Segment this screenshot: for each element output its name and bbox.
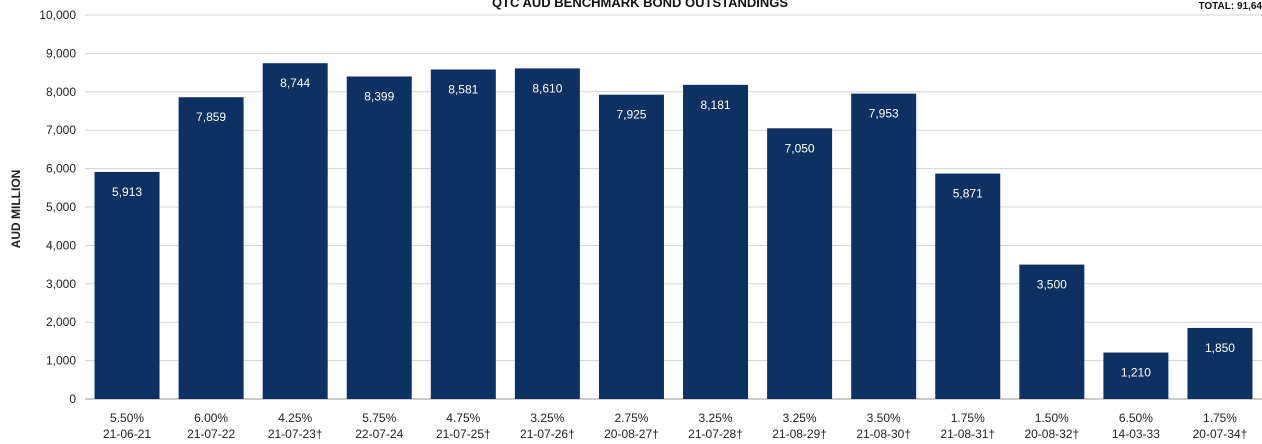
bar-value-label: 1,850 — [1205, 341, 1235, 355]
x-tick-coupon: 1.75% — [951, 411, 985, 425]
x-tick-coupon: 3.25% — [530, 411, 564, 425]
y-tick-label: 0 — [69, 392, 76, 406]
x-tick-maturity: 21-07-25† — [436, 427, 491, 441]
bar-value-label: 7,925 — [616, 108, 646, 122]
x-tick-coupon: 3.25% — [783, 411, 817, 425]
x-tick-maturity: 20-08-32† — [1024, 427, 1079, 441]
bar-value-label: 3,500 — [1037, 278, 1067, 292]
y-axis-ticks: 0 1,000 2,000 3,000 4,000 5,000 6,000 7,000 8,00… — [39, 8, 76, 406]
x-tick-coupon: 3.25% — [699, 411, 733, 425]
bar — [430, 69, 496, 400]
x-tick-maturity: 14-03-33 — [1112, 427, 1160, 441]
bar-value-label: 7,050 — [785, 141, 815, 155]
x-tick-coupon: 5.75% — [362, 411, 396, 425]
y-tick-label: 6,000 — [46, 162, 76, 176]
y-tick-label: 2,000 — [46, 315, 76, 329]
y-tick-label: 8,000 — [46, 85, 76, 99]
x-tick-coupon: 2.75% — [614, 411, 648, 425]
x-axis-ticks: 5.50% 21-06-21 6.00% 21-07-22 4.25% 21-07-23†… — [103, 411, 1247, 441]
bar-value-label: 5,913 — [112, 185, 142, 199]
bar-value-label: 7,953 — [869, 107, 899, 121]
bar-value-label: 8,744 — [280, 76, 310, 90]
bar-value-label: 8,610 — [532, 81, 562, 95]
x-tick-maturity: 21-08-30† — [856, 427, 911, 441]
y-tick-label: 5,000 — [46, 200, 76, 214]
x-tick-maturity: 22-07-24 — [355, 427, 403, 441]
x-tick-coupon: 4.75% — [446, 411, 480, 425]
x-tick-maturity: 21-07-26† — [520, 427, 575, 441]
bar-value-label: 8,181 — [701, 98, 731, 112]
x-tick-coupon: 1.75% — [1203, 411, 1237, 425]
bar — [1187, 327, 1253, 399]
bar-value-label: 1,210 — [1121, 366, 1151, 380]
bar — [346, 76, 412, 400]
gridlines — [85, 14, 1262, 400]
x-tick-maturity: 21-08-31† — [940, 427, 995, 441]
total-label: TOTAL: 91,64 — [1198, 1, 1262, 12]
bar — [514, 68, 580, 399]
x-tick-maturity: 21-07-23† — [268, 427, 323, 441]
x-tick-coupon: 3.50% — [867, 411, 901, 425]
y-tick-label: 10,000 — [39, 8, 76, 22]
bar — [767, 128, 833, 399]
y-tick-label: 3,000 — [46, 277, 76, 291]
y-tick-label: 1,000 — [46, 354, 76, 368]
y-axis-label: AUD MILLION — [9, 170, 23, 249]
x-tick-maturity: 21-06-21 — [103, 427, 151, 441]
y-tick-label: 9,000 — [46, 46, 76, 60]
bar-value-label: 7,859 — [196, 110, 226, 124]
y-tick-label: 4,000 — [46, 238, 76, 252]
bar-value-label: 8,399 — [364, 89, 394, 103]
bar — [262, 63, 328, 399]
bars: 5,913 7,859 8,744 8,399 8,581 8,610 7,925 8,181… — [94, 63, 1253, 400]
bar — [935, 173, 1001, 399]
y-tick-label: 7,000 — [46, 123, 76, 137]
x-tick-coupon: 1.50% — [1035, 411, 1069, 425]
bar — [683, 84, 749, 399]
x-tick-maturity: 20-08-27† — [604, 427, 659, 441]
x-tick-maturity: 21-07-28† — [688, 427, 743, 441]
bar — [1103, 352, 1169, 399]
x-tick-coupon: 5.50% — [110, 411, 144, 425]
bar — [94, 171, 160, 399]
bar — [178, 97, 244, 399]
chart-title: QTC AUD BENCHMARK BOND OUTSTANDINGS — [492, 0, 788, 10]
x-tick-maturity: 21-07-22 — [187, 427, 235, 441]
bar — [1019, 264, 1085, 399]
bar — [598, 94, 664, 400]
bar-value-label: 5,871 — [953, 187, 983, 201]
bar-value-label: 8,581 — [448, 82, 478, 96]
x-tick-coupon: 6.00% — [194, 411, 228, 425]
x-tick-maturity: 20-07-34† — [1193, 427, 1248, 441]
bar — [851, 93, 917, 399]
x-tick-coupon: 4.25% — [278, 411, 312, 425]
x-tick-coupon: 6.50% — [1119, 411, 1153, 425]
x-tick-maturity: 21-08-29† — [772, 427, 827, 441]
